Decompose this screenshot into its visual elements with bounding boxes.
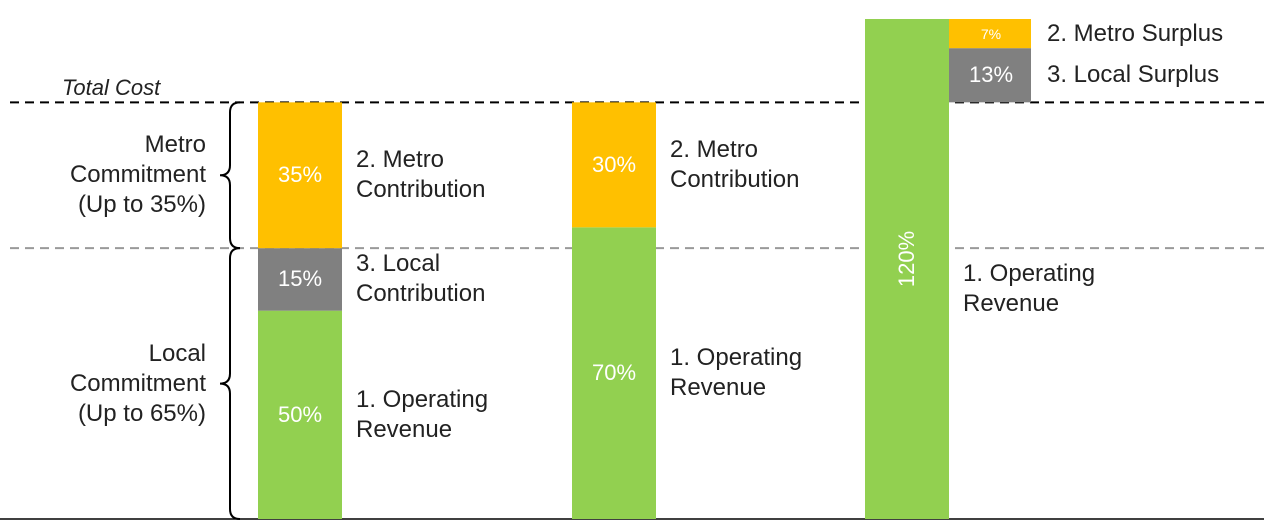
bracket — [219, 101, 241, 250]
bracket-label: Metro Commitment (Up to 35%) — [69, 131, 206, 219]
segment-label: 2. Metro Contribution — [670, 135, 800, 193]
bar-segment — [572, 227, 656, 520]
bar-segment — [258, 248, 342, 311]
bar-segment — [572, 102, 656, 228]
bar-segment — [258, 310, 342, 519]
reference-label: Total Cost — [62, 75, 161, 101]
value-label: 70% — [591, 360, 637, 386]
value-label: 13% — [968, 62, 1014, 88]
value-label: 7% — [980, 25, 1002, 42]
segment-label: 3. Local Surplus — [1047, 61, 1220, 89]
surplus-segment — [949, 48, 1031, 103]
bar-segment — [865, 19, 949, 519]
segment-label: 1. Operating Revenue — [963, 260, 1096, 317]
value-label: 30% — [591, 151, 637, 177]
segment-label: 3. Local Contribution — [356, 250, 486, 308]
segment-label: 1. Operating Revenue — [670, 344, 803, 402]
value-label: 50% — [277, 401, 323, 427]
bracket-label: Local Commitment (Up to 65%) — [69, 339, 206, 427]
value-label: 120% — [894, 230, 919, 288]
bracket — [219, 247, 241, 520]
bar-segment — [258, 102, 342, 249]
value-label: 15% — [277, 266, 323, 292]
segment-label: 1. Operating Revenue — [356, 385, 489, 443]
segment-label: 2. Metro Surplus — [1047, 19, 1224, 47]
segment-label: 2. Metro Contribution — [356, 146, 486, 204]
surplus-segment — [949, 19, 1031, 49]
value-label: 35% — [277, 162, 323, 188]
